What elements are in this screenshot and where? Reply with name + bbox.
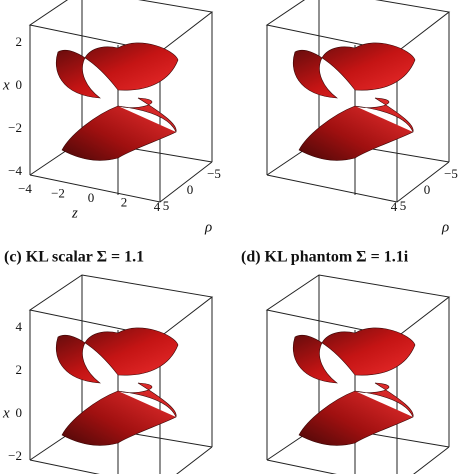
rho-tick-label: 5 <box>163 198 170 213</box>
panel-caption: (d) KL phantom Σ = 1.1i <box>241 249 409 266</box>
y-tick-label: −2 <box>8 448 22 463</box>
z-tick-label: 4 <box>154 199 161 214</box>
y-tick-label: −2 <box>8 120 22 135</box>
z-axis-label: z <box>71 205 78 221</box>
surface-lower <box>61 382 177 446</box>
z-tick-label: 4 <box>391 199 398 214</box>
rho-tick-label: −5 <box>207 166 221 181</box>
y-tick-label: 4 <box>16 319 23 334</box>
y-tick-label: 0 <box>16 405 23 420</box>
plot-box <box>28 0 214 203</box>
rho-tick-label: 5 <box>400 198 407 213</box>
surface-upper <box>55 327 179 384</box>
panel-caption: (c) KL scalar Σ = 1.1 <box>4 249 144 266</box>
panel: 4 2 0 −2 x <box>2 274 214 474</box>
y-axis-label: x <box>2 77 10 93</box>
rho-tick-label: 0 <box>424 182 431 197</box>
plot-box <box>265 0 451 203</box>
surface-lower <box>298 97 414 161</box>
y-tick-label: 2 <box>16 34 23 49</box>
z-tick-label: 0 <box>88 190 95 205</box>
rho-tick-label: −5 <box>444 166 458 181</box>
surface-lower <box>298 382 414 446</box>
surface-lower <box>61 97 177 161</box>
z-tick-label: −2 <box>51 185 65 200</box>
y-tick-label: −4 <box>8 163 22 178</box>
rho-tick-label: 0 <box>187 182 194 197</box>
panel: 4 5 0 −5 ρ <box>265 0 458 235</box>
z-tick-label: −4 <box>18 181 32 196</box>
surface-upper <box>292 42 416 99</box>
y-axis-label: x <box>2 405 10 421</box>
y-tick-label: 0 <box>16 77 23 92</box>
rho-axis-label: ρ <box>441 219 449 235</box>
panel <box>265 274 451 474</box>
surface-upper <box>292 327 416 384</box>
rho-axis-label: ρ <box>204 219 212 235</box>
surface-upper <box>55 42 179 99</box>
y-tick-label: 2 <box>16 362 23 377</box>
panel: 2 0 −2 −4 x −4 −2 0 2 4 z 5 0 −5 ρ <box>2 0 221 235</box>
z-tick-label: 2 <box>121 194 128 209</box>
